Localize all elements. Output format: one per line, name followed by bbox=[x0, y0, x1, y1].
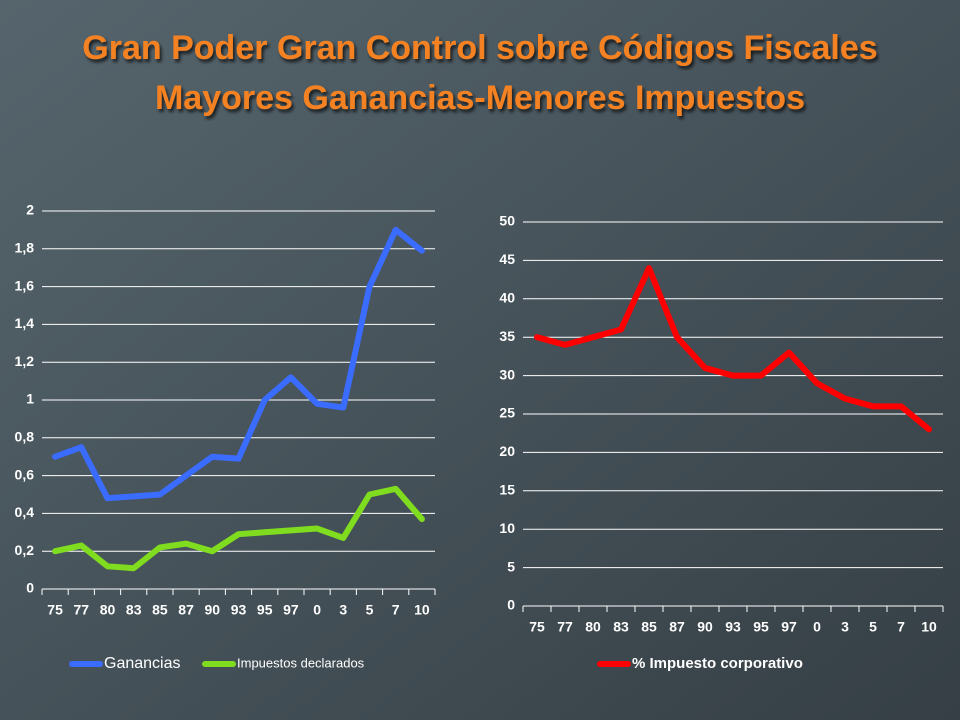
x-tick-label: 77 bbox=[557, 619, 573, 635]
x-tick-label: 10 bbox=[921, 619, 937, 635]
y-tick-label: 20 bbox=[499, 443, 515, 459]
y-tick-label: 2 bbox=[26, 202, 34, 218]
y-tick-label: 15 bbox=[499, 482, 515, 498]
y-tick-label: 0,2 bbox=[15, 542, 35, 558]
line-series bbox=[52, 485, 425, 572]
y-tick-label: 0 bbox=[26, 580, 34, 596]
x-tick-label: 80 bbox=[100, 602, 116, 618]
x-tick-label: 3 bbox=[841, 619, 849, 635]
y-tick-label: 1,4 bbox=[15, 315, 35, 331]
x-tick-label: 3 bbox=[339, 602, 347, 618]
x-tick-label: 87 bbox=[178, 602, 194, 618]
y-tick-label: 1,2 bbox=[15, 353, 35, 369]
x-tick-label: 83 bbox=[126, 602, 142, 618]
legend-label: % Impuesto corporativo bbox=[632, 655, 803, 672]
title-line: Mayores Ganancias-Menores Impuestos bbox=[155, 79, 805, 117]
y-tick-label: 0,6 bbox=[15, 466, 35, 482]
x-tick-label: 75 bbox=[47, 602, 63, 618]
title-line: Gran Poder Gran Control sobre Códigos Fi… bbox=[82, 29, 877, 67]
x-tick-label: 83 bbox=[613, 619, 629, 635]
x-tick-label: 0 bbox=[813, 619, 821, 635]
x-tick-label: 5 bbox=[869, 619, 877, 635]
x-tick-label: 5 bbox=[366, 602, 374, 618]
line-series bbox=[534, 265, 932, 433]
y-tick-label: 5 bbox=[507, 558, 515, 574]
line-series bbox=[52, 226, 425, 502]
x-tick-label: 95 bbox=[753, 619, 769, 635]
x-tick-label: 85 bbox=[641, 619, 657, 635]
y-tick-label: 1,6 bbox=[15, 277, 35, 293]
y-tick-label: 25 bbox=[499, 405, 515, 421]
legend-label: Impuestos declarados bbox=[237, 655, 365, 670]
y-tick-label: 45 bbox=[499, 251, 515, 267]
x-tick-label: 97 bbox=[283, 602, 299, 618]
y-tick-label: 0 bbox=[507, 597, 515, 613]
x-tick-label: 7 bbox=[392, 602, 400, 618]
x-tick-label: 95 bbox=[257, 602, 273, 618]
x-tick-label: 85 bbox=[152, 602, 168, 618]
x-tick-label: 0 bbox=[313, 602, 321, 618]
legend-label: Ganancias bbox=[104, 655, 181, 672]
x-tick-label: 93 bbox=[231, 602, 247, 618]
y-tick-label: 40 bbox=[499, 290, 515, 306]
y-tick-label: 0,4 bbox=[15, 504, 35, 520]
x-tick-label: 90 bbox=[697, 619, 713, 635]
y-tick-label: 10 bbox=[499, 520, 515, 536]
y-tick-label: 35 bbox=[499, 328, 515, 344]
y-tick-label: 50 bbox=[499, 213, 515, 229]
x-tick-label: 77 bbox=[74, 602, 90, 618]
x-tick-label: 87 bbox=[669, 619, 685, 635]
y-tick-label: 0,8 bbox=[15, 429, 35, 445]
x-tick-label: 10 bbox=[414, 602, 430, 618]
y-tick-label: 1,8 bbox=[15, 240, 35, 256]
x-tick-label: 7 bbox=[897, 619, 905, 635]
y-tick-label: 1 bbox=[26, 391, 34, 407]
x-tick-label: 97 bbox=[781, 619, 797, 635]
x-tick-label: 80 bbox=[585, 619, 601, 635]
x-tick-label: 75 bbox=[529, 619, 545, 635]
y-tick-label: 30 bbox=[499, 366, 515, 382]
x-tick-label: 93 bbox=[725, 619, 741, 635]
x-tick-label: 90 bbox=[205, 602, 221, 618]
